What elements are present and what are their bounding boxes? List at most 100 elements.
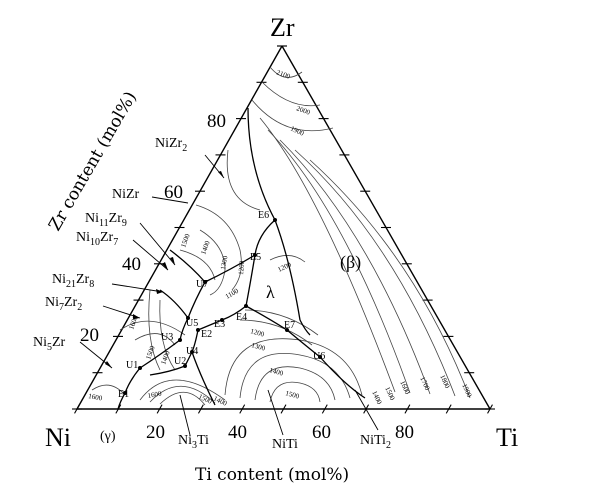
ti-tick-60: 60 bbox=[312, 422, 331, 443]
line-E7-U6 bbox=[286, 329, 321, 358]
label-E3: E3 bbox=[214, 319, 225, 330]
line-left-high bbox=[159, 289, 189, 319]
leader-niti2 bbox=[354, 389, 379, 431]
iso-1400-right: 1400 bbox=[370, 389, 383, 406]
line-u4-right bbox=[191, 351, 216, 406]
iso-1600-ni: 1600 bbox=[88, 392, 104, 402]
isotherm-curves bbox=[91, 66, 471, 406]
phase-nizr: NiZr bbox=[112, 187, 140, 202]
iso-2100: 2100 bbox=[275, 68, 291, 80]
tick-bottom-2 bbox=[156, 404, 163, 414]
leader-nizr bbox=[151, 196, 189, 204]
label-U4: U4 bbox=[186, 346, 198, 357]
arrow-nizr2 bbox=[218, 171, 224, 178]
label-U6: U6 bbox=[313, 351, 325, 362]
isotherm-2000-curve bbox=[261, 81, 321, 107]
label-E6: E6 bbox=[258, 210, 269, 221]
iso-1600-right: 1600 bbox=[398, 379, 411, 396]
region-beta: (β) bbox=[340, 252, 361, 273]
leader-ni10zr7 bbox=[132, 239, 169, 271]
corner-zr: Zr bbox=[270, 13, 295, 42]
leader-niti bbox=[267, 389, 284, 436]
iso-1400-nizr: 1400 bbox=[199, 239, 211, 255]
line-E6-top bbox=[247, 107, 276, 221]
phase-nizr2: NiZr2 bbox=[155, 136, 187, 154]
phase-ni11zr9: Ni11Zr9 bbox=[85, 211, 127, 229]
dot-E3 bbox=[220, 318, 224, 322]
isotherm-left-3 bbox=[148, 289, 161, 371]
region-lambda: λ bbox=[266, 282, 275, 302]
isotherm-nizr-1 bbox=[195, 204, 242, 291]
line-U3-U1 bbox=[139, 339, 181, 369]
isotherm-beta-2 bbox=[267, 129, 411, 394]
ti-tick-80: 80 bbox=[395, 422, 414, 443]
label-E7: E7 bbox=[284, 320, 295, 331]
iso-1500-right: 1500 bbox=[383, 385, 396, 402]
tick-bottom-9 bbox=[445, 404, 452, 414]
isotherm-left-4 bbox=[159, 299, 176, 371]
isotherm-1300-mid bbox=[239, 319, 313, 346]
phase-niti2: NiTi2 bbox=[360, 433, 391, 451]
line-U2-down bbox=[149, 365, 186, 376]
tick-bottom-0 bbox=[74, 404, 80, 414]
region-gamma: (γ) bbox=[100, 429, 116, 444]
isotherm-beta-5 bbox=[309, 159, 471, 399]
dot-E4 bbox=[244, 304, 248, 308]
ti-tick-20: 20 bbox=[146, 422, 165, 443]
iso-1500-nizr: 1500 bbox=[179, 232, 191, 248]
line-U6-right bbox=[319, 356, 366, 399]
line-E3-E2 bbox=[197, 319, 223, 331]
isotherm-1200-mid bbox=[244, 309, 319, 336]
dot-E5 bbox=[253, 253, 257, 257]
label-U2: U2 bbox=[174, 356, 186, 367]
isotherm-left-1 bbox=[119, 320, 186, 336]
arrow-ni21zr8 bbox=[156, 289, 163, 294]
phase-ni3ti: Ni3Ti bbox=[178, 433, 209, 451]
leader-ni21zr8 bbox=[111, 283, 164, 293]
leader-ni3ti bbox=[179, 394, 191, 436]
arrow-ni7zr2 bbox=[133, 314, 140, 319]
isotherm-nizr-3 bbox=[179, 249, 216, 281]
ti-axis-label: Ti content (mol%) bbox=[195, 465, 349, 485]
leader-ni11zr9 bbox=[139, 222, 176, 266]
tick-bottom-5 bbox=[280, 404, 287, 414]
iso-1700: 1700 bbox=[418, 375, 431, 392]
label-U7: U7 bbox=[196, 279, 208, 290]
dot-E6 bbox=[273, 218, 277, 222]
arrow-ni11zr9 bbox=[170, 257, 175, 265]
line-U7-U5 bbox=[187, 281, 206, 319]
zr-tick-40: 40 bbox=[122, 254, 141, 275]
corner-ti: Ti bbox=[496, 423, 518, 452]
dot-U4 bbox=[190, 350, 194, 354]
invariant-labels: E6 E5 U7 E4 E7 U6 E3 E2 U5 U3 U4 U2 U1 E… bbox=[118, 210, 325, 400]
iso-1500-ni3ti: 1500 bbox=[197, 393, 214, 406]
iso-1100: 1100 bbox=[224, 287, 240, 301]
leader-arrowheads bbox=[105, 171, 224, 368]
line-E4-E3 bbox=[221, 305, 247, 321]
zr-tick-60: 60 bbox=[164, 182, 183, 203]
iso-1400-mid: 1400 bbox=[268, 366, 284, 377]
line-E5-E4 bbox=[245, 254, 256, 307]
isotherm-niti-3 bbox=[254, 366, 336, 401]
iso-1900: 1900 bbox=[289, 125, 306, 138]
line-U7-upper bbox=[169, 249, 206, 283]
iso-1300-mid: 1300 bbox=[250, 341, 266, 352]
isotherm-left-2 bbox=[134, 333, 176, 346]
iso-1800: 1800 bbox=[438, 373, 451, 390]
line-U1-E1 bbox=[124, 367, 141, 394]
label-U5: U5 bbox=[186, 318, 198, 329]
isotherm-2100-curve bbox=[269, 66, 303, 78]
phase-ni10zr7: Ni10Zr7 bbox=[76, 230, 118, 248]
dot-U2 bbox=[183, 364, 187, 368]
iso-1400-ni3ti: 1400 bbox=[212, 395, 229, 408]
isotherm-nizr2-1 bbox=[226, 149, 261, 211]
iso-1300-nizr: 1300 bbox=[219, 255, 229, 271]
iso-1200-mid: 1200 bbox=[249, 327, 265, 338]
label-E1: E1 bbox=[118, 389, 129, 400]
iso-1400-left: 1400 bbox=[159, 349, 171, 365]
label-U1: U1 bbox=[126, 360, 138, 371]
tick-bottom-8 bbox=[404, 404, 411, 414]
iso-2000: 2000 bbox=[295, 104, 311, 116]
isotherm-beta-4 bbox=[294, 149, 456, 397]
